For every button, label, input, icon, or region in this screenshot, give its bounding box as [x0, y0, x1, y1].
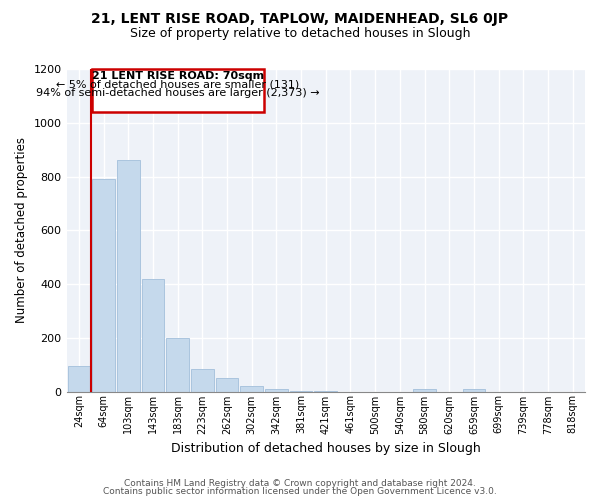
Bar: [92, 179, 115, 392]
X-axis label: Distribution of detached houses by size in Slough: Distribution of detached houses by size …: [171, 442, 481, 455]
Text: 94% of semi-detached houses are larger (2,373) →: 94% of semi-detached houses are larger (…: [36, 88, 320, 98]
Y-axis label: Number of detached properties: Number of detached properties: [15, 138, 28, 324]
Bar: [265, 390, 288, 392]
Bar: [117, 160, 140, 392]
Bar: [463, 389, 485, 392]
Bar: [215, 378, 238, 392]
Text: ← 5% of detached houses are smaller (131): ← 5% of detached houses are smaller (131…: [56, 80, 299, 90]
Bar: [413, 389, 436, 392]
Text: Size of property relative to detached houses in Slough: Size of property relative to detached ho…: [130, 28, 470, 40]
Bar: [166, 338, 189, 392]
Text: 21, LENT RISE ROAD, TAPLOW, MAIDENHEAD, SL6 0JP: 21, LENT RISE ROAD, TAPLOW, MAIDENHEAD, …: [91, 12, 509, 26]
Text: 21 LENT RISE ROAD: 70sqm: 21 LENT RISE ROAD: 70sqm: [92, 70, 264, 81]
Bar: [68, 366, 90, 392]
Bar: [241, 386, 263, 392]
Bar: [290, 391, 313, 392]
Text: Contains public sector information licensed under the Open Government Licence v3: Contains public sector information licen…: [103, 487, 497, 496]
Bar: [191, 368, 214, 392]
Bar: [92, 69, 264, 112]
Text: Contains HM Land Registry data © Crown copyright and database right 2024.: Contains HM Land Registry data © Crown c…: [124, 478, 476, 488]
Bar: [142, 278, 164, 392]
